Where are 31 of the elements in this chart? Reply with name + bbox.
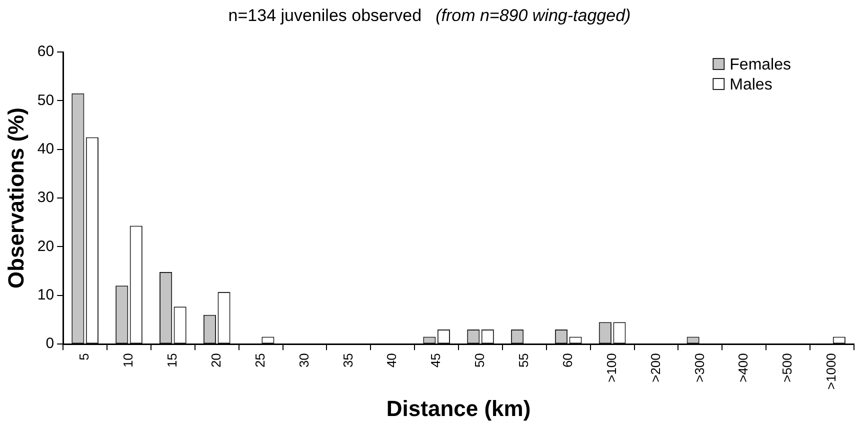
- x-tick-label: 15: [164, 353, 180, 368]
- y-tick-label: 10: [37, 286, 54, 304]
- x-tick-label: 55: [516, 353, 532, 368]
- y-tick-label: 60: [37, 43, 54, 60]
- x-tick-label: 20: [208, 353, 224, 368]
- y-axis-title: Observations (%): [3, 108, 28, 289]
- x-tick-label: 50: [472, 353, 488, 368]
- x-tick-label: 25: [252, 353, 268, 368]
- x-tick-label: 45: [428, 353, 444, 368]
- x-tick-label: 10: [120, 353, 136, 368]
- x-tick-label: 60: [560, 353, 575, 368]
- legend-label: Males: [730, 76, 772, 94]
- x-axis-title: Distance (km): [386, 396, 531, 421]
- x-tick-label: 40: [384, 353, 400, 368]
- y-tick-label: 20: [37, 238, 54, 255]
- y-tick-label: 50: [37, 92, 54, 109]
- y-tick-label: 40: [37, 140, 54, 158]
- x-tick-label: >100: [604, 353, 619, 382]
- x-tick-label: 5: [76, 353, 92, 360]
- x-tick-label: >1000: [824, 353, 839, 390]
- legend-label: Females: [730, 56, 792, 74]
- x-tick-label: >500: [780, 353, 795, 382]
- y-tick-label: 30: [37, 189, 54, 206]
- x-tick-label: >200: [648, 353, 663, 382]
- x-tick-label: 30: [296, 353, 312, 368]
- x-tick-label: 35: [340, 353, 356, 368]
- x-tick-label: >400: [736, 353, 751, 382]
- y-tick-label: 0: [46, 335, 54, 352]
- chart-subtitle: (from n=890 wing-tagged): [436, 6, 631, 25]
- x-tick-label: >300: [692, 353, 707, 382]
- chart-title: n=134 juveniles observed: [228, 6, 422, 25]
